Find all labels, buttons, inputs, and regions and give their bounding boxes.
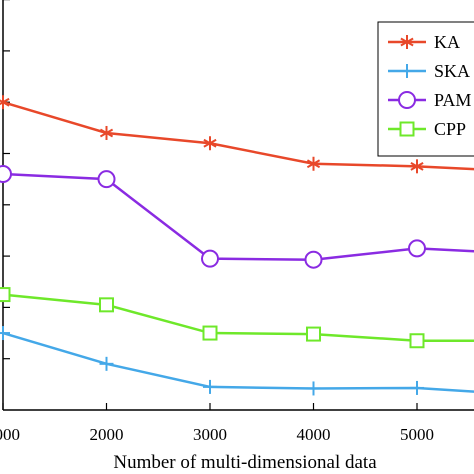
- marker: [304, 250, 323, 269]
- legend: KA SKA PAM CPP: [377, 21, 474, 157]
- marker: [306, 326, 321, 342]
- series-line: [2, 331, 474, 393]
- marker: [99, 297, 114, 313]
- x-tick-label: 5000: [400, 425, 434, 444]
- marker: [203, 138, 217, 148]
- series-ska: [0, 326, 474, 396]
- legend-label: CPP: [434, 119, 466, 139]
- legend-box: [377, 21, 474, 157]
- series-cpp: [0, 287, 474, 349]
- series-pam: [0, 165, 474, 269]
- legend-item-cpp: CPP: [388, 119, 466, 139]
- marker: [99, 128, 114, 138]
- marker: [0, 287, 11, 303]
- series-line: [2, 101, 474, 171]
- x-ticks: 1000 2000 3000 4000 5000: [0, 403, 434, 444]
- marker: [409, 333, 425, 349]
- marker: [202, 325, 218, 341]
- marker: [410, 161, 424, 171]
- x-tick-label: 2000: [90, 425, 124, 444]
- marker: [398, 91, 416, 109]
- marker: [400, 37, 414, 47]
- series-ka: [0, 95, 474, 174]
- x-tick-label: 1000: [0, 425, 20, 444]
- legend-item-ka: KA: [388, 32, 460, 52]
- legend-item-ska: SKA: [388, 61, 470, 81]
- marker: [408, 239, 426, 258]
- series-layer: [0, 95, 474, 396]
- series-line: [2, 172, 474, 261]
- marker: [201, 249, 219, 268]
- marker: [97, 170, 116, 189]
- marker: [0, 165, 12, 184]
- legend-label: KA: [434, 32, 460, 52]
- x-tick-label: 4000: [297, 425, 331, 444]
- marker: [399, 121, 415, 137]
- legend-label: PAM: [434, 90, 471, 110]
- x-axis-title: Number of multi-dimensional data: [113, 452, 377, 473]
- y-ticks: [3, 0, 10, 360]
- x-tick-label: 3000: [193, 425, 227, 444]
- marker: [0, 97, 10, 106]
- marker: [306, 159, 321, 169]
- series-line: [2, 293, 474, 342]
- legend-label: SKA: [434, 61, 470, 81]
- legend-item-pam: PAM: [388, 90, 471, 110]
